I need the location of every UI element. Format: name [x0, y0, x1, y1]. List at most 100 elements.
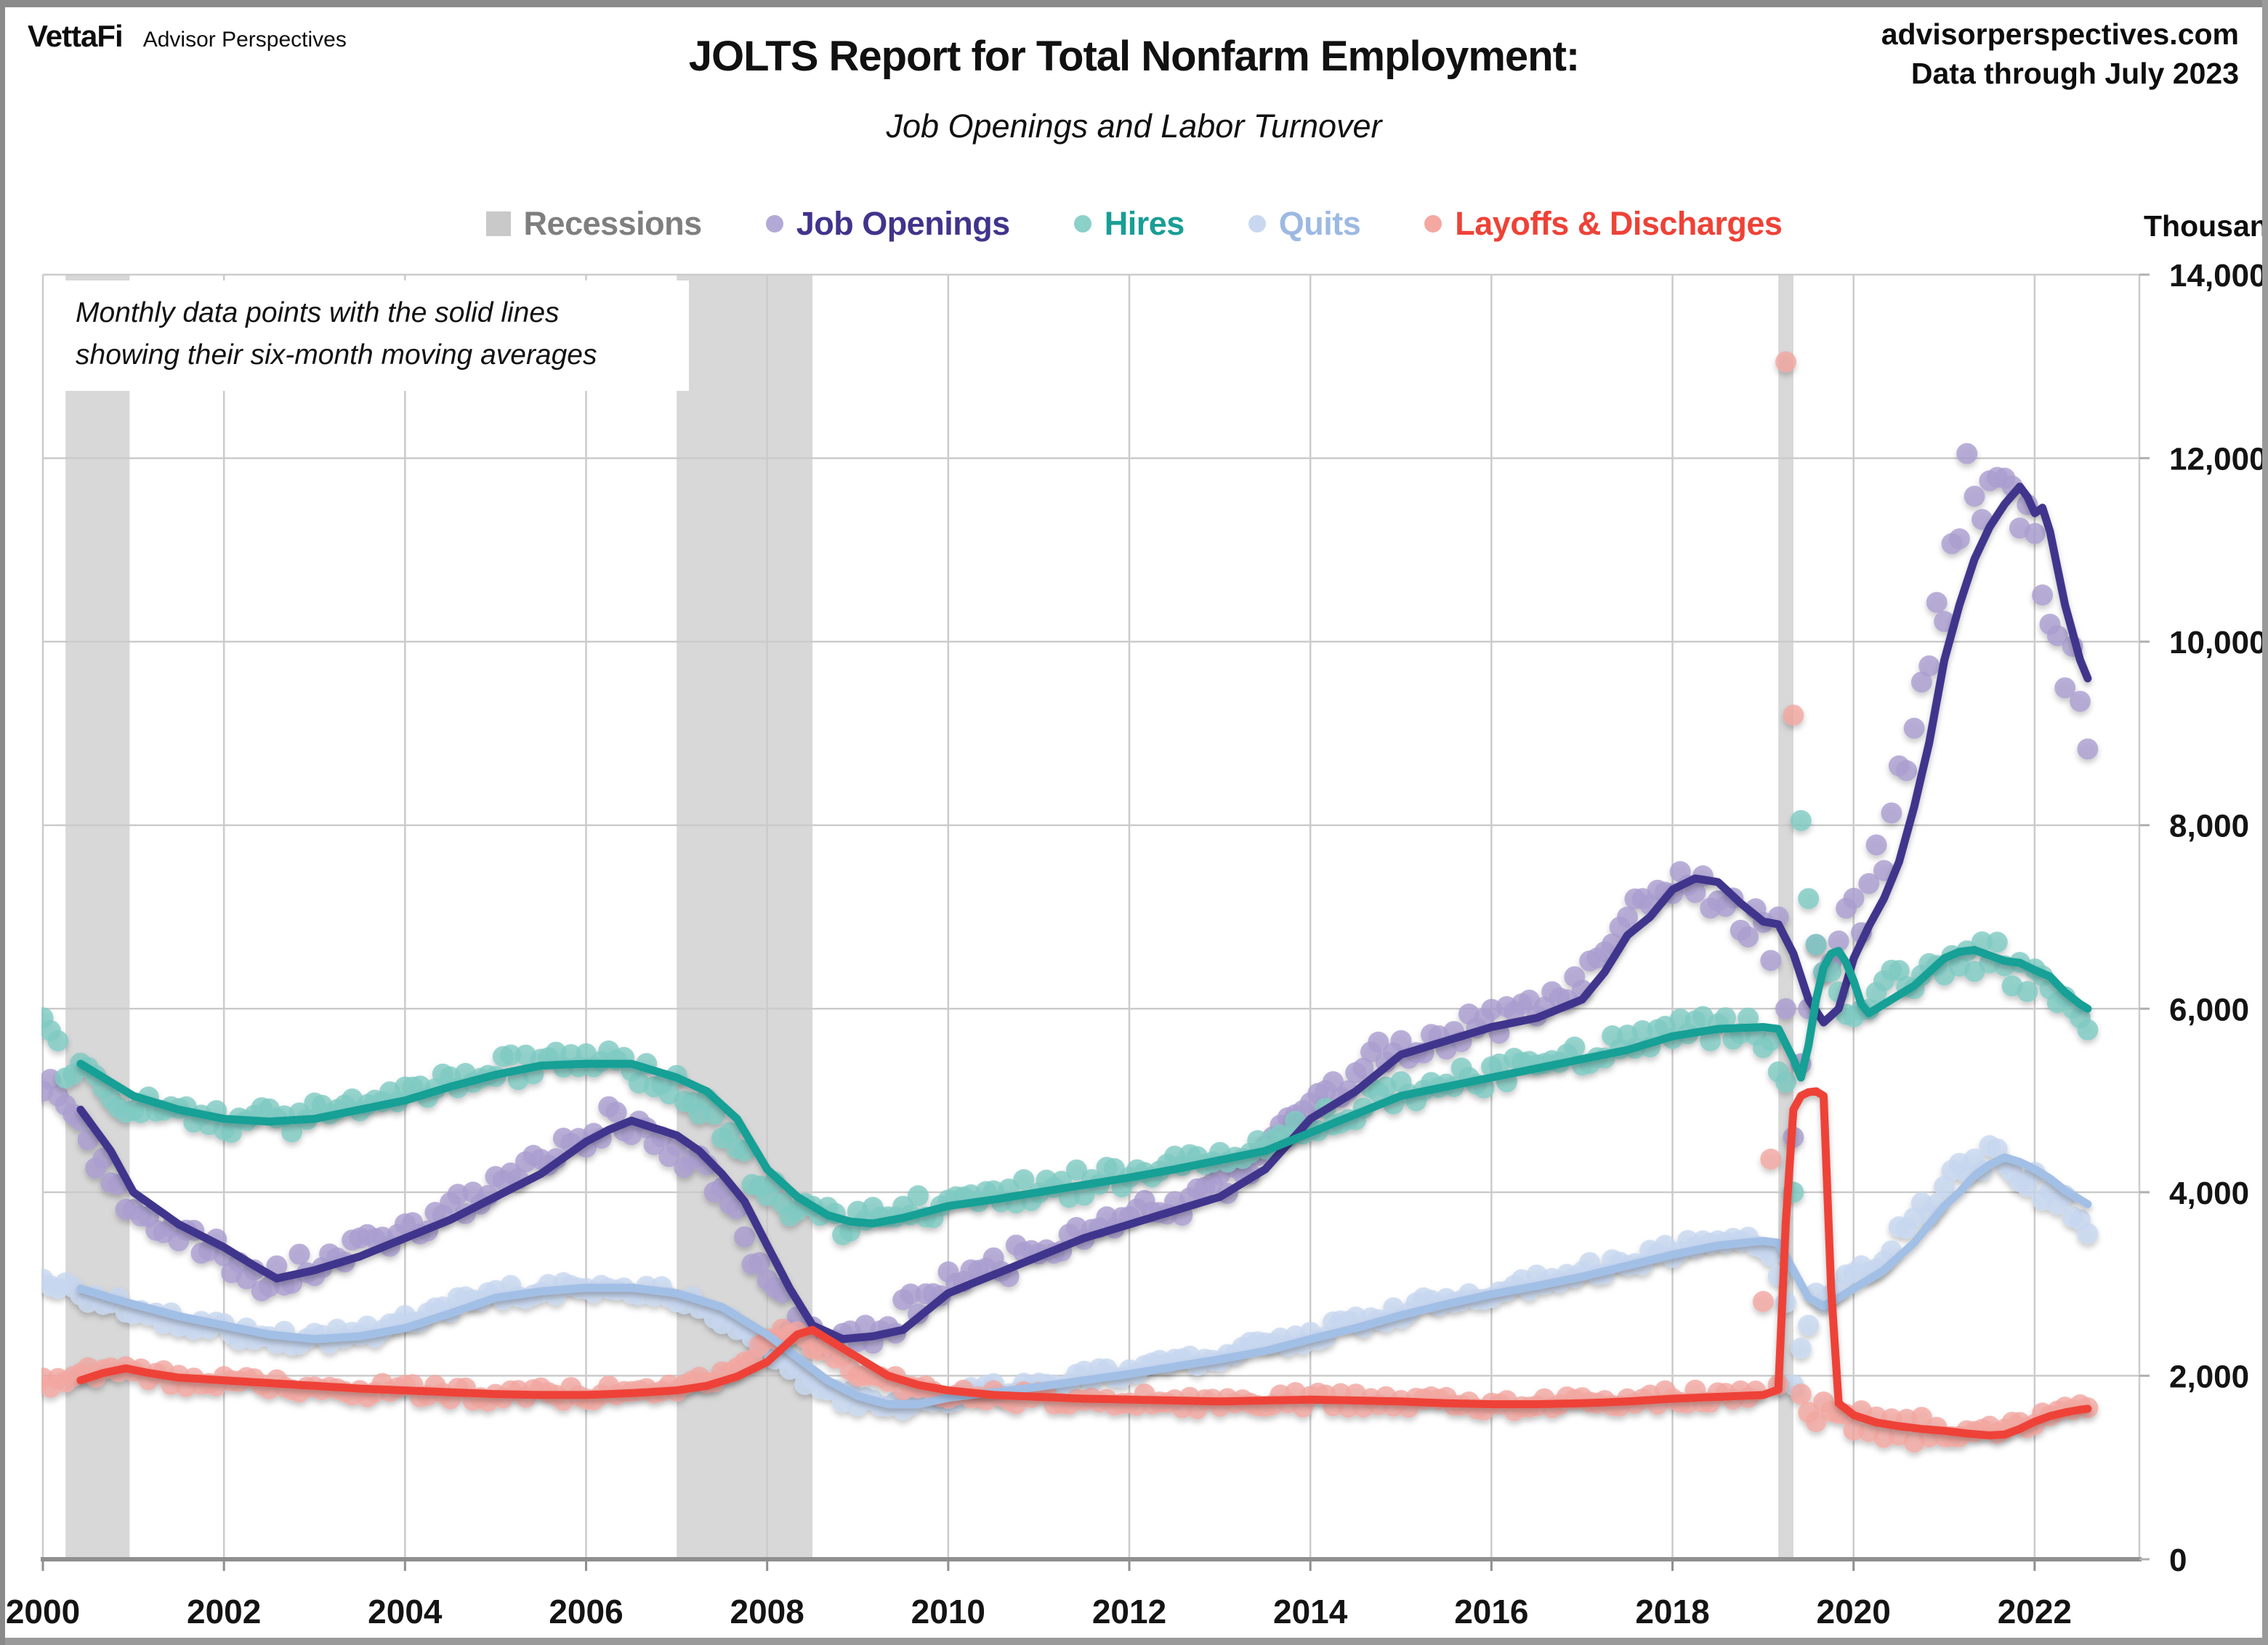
job-openings-point: [1910, 671, 1932, 693]
hires-point: [47, 1030, 69, 1051]
hires-point: [1066, 1159, 1087, 1181]
job-openings-point: [2032, 584, 2054, 606]
job-openings-point: [1858, 873, 1880, 894]
hires-point: [1790, 809, 1812, 831]
quits-point: [1934, 1176, 1956, 1197]
x-tick-label: 2020: [1817, 1593, 1891, 1630]
hires-point: [2017, 981, 2038, 1003]
legend-item-recessions: Recessions: [485, 205, 703, 243]
job-openings-point: [748, 1252, 770, 1274]
chart-subtitle: Job Openings and Labor Turnover: [886, 108, 1382, 145]
hires-point: [703, 1104, 725, 1125]
quits-point: [1798, 1314, 1820, 1336]
recession-bands: [65, 275, 1793, 1559]
x-axis: [41, 1557, 2142, 1571]
legend-item-layoffs-discharges: Layoffs & Discharges: [1424, 205, 1783, 243]
job-openings-point: [1368, 1031, 1389, 1053]
chart-title: JOLTS Report for Total Nonfarm Employmen…: [688, 33, 1580, 80]
job-openings-point: [1760, 950, 1782, 971]
job-openings-point: [1352, 1057, 1374, 1079]
layoffs-discharges-point: [1790, 1383, 1812, 1405]
hires-point: [719, 1122, 740, 1144]
job-openings-point: [2054, 677, 2076, 699]
hires-point: [908, 1185, 929, 1207]
hires-point: [1805, 934, 1827, 955]
job-openings-point: [1964, 485, 1985, 507]
x-tick-label: 2010: [911, 1593, 985, 1630]
y-tick-label: 6,000: [2169, 992, 2249, 1027]
job-openings-point: [2077, 738, 2099, 760]
job-openings-point: [605, 1102, 627, 1123]
y-tick-label: 12,000: [2169, 442, 2267, 477]
hires-point: [1986, 931, 2008, 953]
layoffs-discharges-ma-line: [76, 1087, 2092, 1439]
annotation-box: Monthly data points with the solid lines…: [55, 280, 689, 391]
layoffs-discharges-point: [1752, 1290, 1774, 1312]
data-through-label: Data through July 2023: [1910, 57, 2239, 90]
recession-band: [65, 275, 130, 1559]
job-openings-point: [1390, 1030, 1412, 1051]
job-openings-point: [900, 1283, 921, 1305]
job-openings-point: [1738, 926, 1759, 947]
legend-label: Quits: [1278, 205, 1361, 242]
gridlines: [41, 273, 2141, 1559]
hires-point: [1760, 1030, 1782, 1051]
hires-point: [500, 1044, 522, 1066]
quits-ma-line: [76, 1153, 2092, 1409]
y-axis-labels: 14,000 12,000 10,000 8,000 6,000 4,000 2,000 0: [2169, 258, 2267, 1578]
y-tick-label: 8,000: [2169, 809, 2249, 844]
quits-point: [2077, 1223, 2099, 1245]
hires-point: [1631, 1020, 1653, 1042]
y-tick-label: 2,000: [2169, 1359, 2249, 1394]
job-openings-point: [1918, 655, 1940, 676]
layoffs-discharges-point: [1775, 351, 1796, 373]
job-openings-point: [2046, 625, 2068, 647]
quits-point: [1760, 1245, 1782, 1267]
x-tick-label: 2004: [368, 1593, 443, 1630]
hires-point: [1564, 1036, 1586, 1058]
hires-ma-line: [76, 946, 2092, 1228]
annotation-line-2: showing their six-month moving averages: [76, 339, 597, 371]
job-openings-point: [1881, 802, 1902, 824]
y-axis-ticks: [2139, 273, 2150, 1561]
y-tick-label: 14,000: [2169, 258, 2267, 294]
job-openings-point: [1828, 930, 1849, 952]
series-dot-icon: [765, 215, 783, 233]
legend-label: Hires: [1104, 205, 1185, 242]
x-axis-labels: 2000 2002 2004 2006 2008 2010 2012 2014 2016 2018…: [6, 1593, 2072, 1630]
x-tick-label: 2000: [6, 1593, 80, 1630]
frame-top: [0, 0, 2268, 7]
job-openings-point: [1843, 887, 1865, 909]
frame-right: [2262, 0, 2268, 1645]
job-openings-point: [1896, 760, 1918, 782]
job-openings-point: [288, 1243, 310, 1265]
legend: Recessions Job Openings Hires Quits Layoffs …: [0, 205, 2268, 243]
layoffs-discharges-point: [1760, 1148, 1782, 1170]
y-axis-title: Thousands: [2144, 209, 2268, 243]
x-tick-label: 2008: [730, 1593, 804, 1630]
source-block: advisorperspectives.com Data through Jul…: [1881, 15, 2239, 93]
job-openings-point: [77, 1129, 99, 1151]
layoffs-discharges-point: [1805, 1411, 1827, 1433]
job-openings-point: [734, 1226, 756, 1248]
legend-item-job-openings: Job Openings: [765, 205, 1011, 243]
job-openings-point: [2024, 522, 2046, 544]
hires-point: [1715, 1007, 1736, 1029]
legend-label: Job Openings: [796, 205, 1011, 242]
layoffs-discharges-point: [1910, 1407, 1932, 1428]
frame-bottom: [0, 1638, 2268, 1645]
job-openings-point: [1865, 834, 1887, 856]
frame-left: [0, 0, 5, 1645]
series-dot-icon: [1424, 215, 1442, 233]
job-openings-ma-line: [76, 482, 2092, 1343]
hires-point: [1738, 1007, 1759, 1029]
legend-item-hires: Hires: [1073, 205, 1185, 243]
job-openings-point: [1775, 998, 1796, 1019]
hires-point: [1700, 1030, 1722, 1051]
job-openings-point: [2070, 690, 2091, 712]
y-tick-label: 10,000: [2169, 625, 2267, 660]
legend-label: Recessions: [523, 205, 703, 242]
x-tick-label: 2014: [1273, 1593, 1348, 1630]
x-tick-label: 2002: [187, 1593, 261, 1630]
y-tick-label: 0: [2169, 1543, 2187, 1578]
